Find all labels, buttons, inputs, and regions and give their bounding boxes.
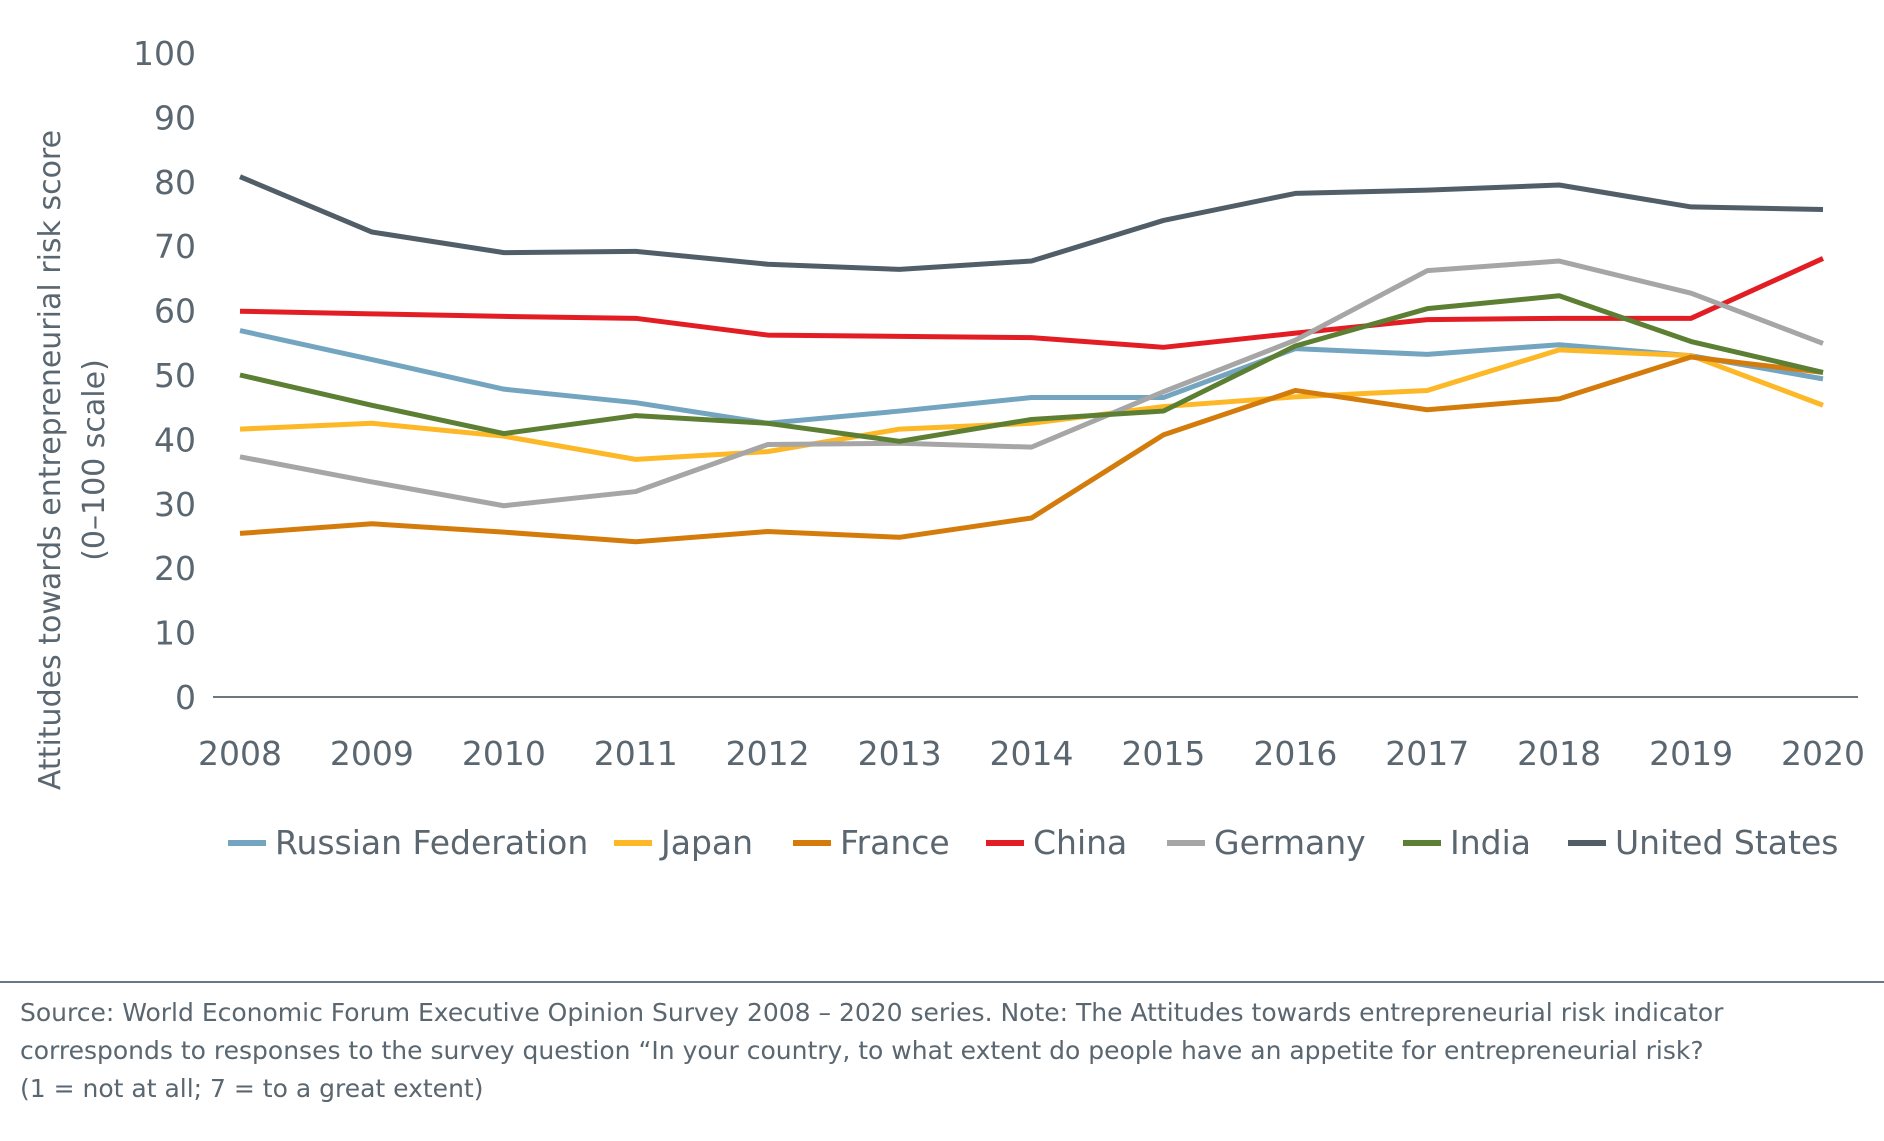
y-axis-title: Attitudes towards entrepreneurial risk s… bbox=[33, 130, 112, 790]
legend-label: United States bbox=[1615, 823, 1838, 862]
x-tick-label: 2014 bbox=[990, 734, 1074, 773]
legend-item: Japan bbox=[614, 823, 753, 862]
y-tick-label: 50 bbox=[154, 356, 196, 395]
y-tick-label: 100 bbox=[133, 34, 196, 73]
y-tick-label: 80 bbox=[154, 163, 196, 202]
series-lines bbox=[239, 174, 1825, 545]
legend-item: Germany bbox=[1167, 823, 1366, 862]
line-chart: Attitudes towards entrepreneurial risk s… bbox=[33, 34, 1865, 862]
series-line-france bbox=[239, 354, 1824, 545]
legend-swatch bbox=[614, 840, 652, 846]
x-tick-label: 2016 bbox=[1253, 734, 1337, 773]
footnote-line: Source: World Economic Forum Executive O… bbox=[20, 998, 1724, 1027]
x-tick-label: 2009 bbox=[330, 734, 414, 773]
legend-label: Japan bbox=[659, 823, 753, 862]
y-tick-label: 90 bbox=[154, 98, 196, 137]
x-tick-label: 2012 bbox=[726, 734, 810, 773]
x-ticks: 2008 2009 2010 2011 2012 2013 2014 2015 2016 2017… bbox=[198, 734, 1865, 773]
y-tick-label: 10 bbox=[154, 614, 196, 653]
x-tick-label: 2013 bbox=[858, 734, 942, 773]
legend-label: Russian Federation bbox=[275, 823, 588, 862]
legend-swatch bbox=[1403, 840, 1441, 846]
legend: Russian Federation Japan France China German… bbox=[228, 823, 1838, 862]
x-tick-label: 2018 bbox=[1517, 734, 1601, 773]
x-tick-label: 2017 bbox=[1385, 734, 1469, 773]
legend-item: China bbox=[986, 823, 1127, 862]
legend-label: Germany bbox=[1214, 823, 1366, 862]
y-axis-label: Attitudes towards entrepreneurial risk s… bbox=[33, 130, 68, 790]
series-line-germany bbox=[239, 258, 1824, 509]
legend-label: France bbox=[840, 823, 950, 862]
series-line-china bbox=[239, 256, 1825, 350]
legend-item: Russian Federation bbox=[228, 823, 588, 862]
y-axis-sublabel: (0–100 scale) bbox=[77, 359, 112, 561]
series-line-japan bbox=[239, 347, 1824, 462]
series-line-united-states bbox=[239, 174, 1824, 272]
y-ticks: 0 10 20 30 40 50 60 70 80 90 100 bbox=[133, 34, 196, 717]
legend-item: France bbox=[793, 823, 950, 862]
legend-item: United States bbox=[1568, 823, 1838, 862]
y-tick-label: 20 bbox=[154, 549, 196, 588]
legend-label: India bbox=[1450, 823, 1531, 862]
legend-swatch bbox=[793, 840, 831, 846]
y-tick-label: 0 bbox=[175, 678, 196, 717]
divider bbox=[0, 981, 1884, 983]
x-tick-label: 2011 bbox=[594, 734, 678, 773]
x-tick-label: 2019 bbox=[1649, 734, 1733, 773]
footnote: Source: World Economic Forum Executive O… bbox=[20, 994, 1870, 1108]
x-tick-label: 2015 bbox=[1121, 734, 1205, 773]
series-line-india bbox=[239, 293, 1824, 444]
legend-swatch bbox=[1568, 840, 1606, 846]
x-tick-label: 2008 bbox=[198, 734, 282, 773]
footnote-line: (1 = not at all; 7 = to a great extent) bbox=[20, 1074, 484, 1103]
legend-swatch bbox=[228, 840, 266, 846]
footnote-line: corresponds to responses to the survey q… bbox=[20, 1036, 1704, 1065]
series-line-russian-federation bbox=[239, 328, 1824, 426]
x-tick-label: 2020 bbox=[1781, 734, 1865, 773]
y-tick-label: 30 bbox=[154, 485, 196, 524]
legend-label: China bbox=[1033, 823, 1127, 862]
y-tick-label: 60 bbox=[154, 292, 196, 331]
legend-swatch bbox=[1167, 840, 1205, 846]
y-tick-label: 40 bbox=[154, 420, 196, 459]
y-tick-label: 70 bbox=[154, 227, 196, 266]
legend-swatch bbox=[986, 840, 1024, 846]
x-tick-label: 2010 bbox=[462, 734, 546, 773]
legend-item: India bbox=[1403, 823, 1531, 862]
